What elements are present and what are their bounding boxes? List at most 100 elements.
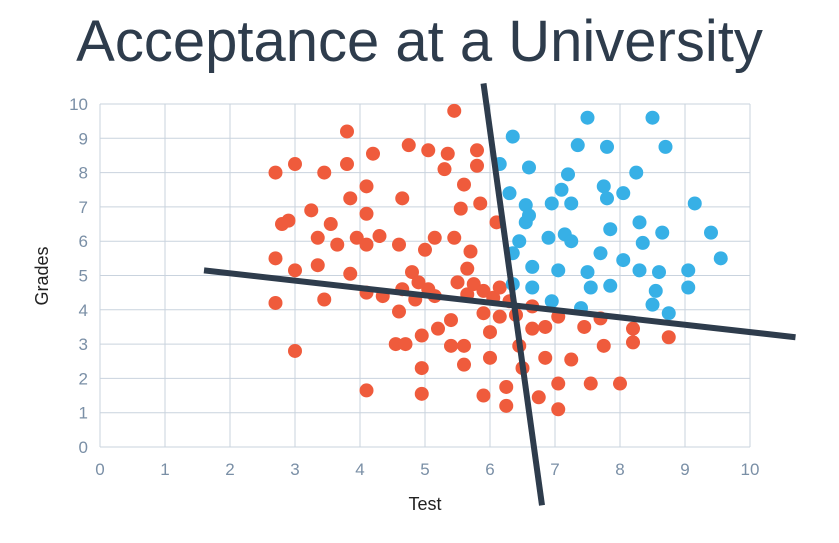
red-data-point [596, 338, 611, 353]
blue-data-point [687, 196, 702, 211]
blue-data-point [603, 278, 618, 293]
red-data-point [613, 376, 627, 391]
red-data-point [492, 309, 507, 324]
red-data-point [437, 162, 452, 177]
red-data-point [460, 261, 475, 276]
x-tick-label: 7 [550, 460, 559, 479]
red-data-point [499, 379, 514, 394]
red-data-point [457, 357, 471, 372]
blue-data-point [541, 230, 556, 245]
red-data-point [538, 319, 553, 334]
red-data-point [483, 325, 497, 340]
red-data-point [450, 275, 465, 290]
red-data-point [414, 361, 429, 376]
blue-data-point [635, 235, 650, 250]
red-data-point [268, 295, 283, 310]
red-data-point [359, 237, 374, 252]
red-data-point [268, 165, 283, 180]
red-data-point [583, 376, 598, 391]
blue-data-point [645, 297, 660, 312]
boundary-line-1 [203, 267, 796, 341]
red-data-point [411, 275, 426, 290]
blue-data-point [655, 225, 670, 240]
red-data-point [551, 376, 566, 391]
blue-data-point [522, 160, 536, 175]
x-tick-label: 10 [741, 460, 760, 479]
red-data-point [427, 230, 442, 245]
x-tick-label: 1 [160, 460, 169, 479]
blue-data-point [632, 215, 647, 230]
red-data-point [330, 237, 345, 252]
blue-data-point [704, 225, 718, 240]
red-data-point [447, 103, 462, 118]
y-tick-label: 0 [79, 438, 88, 457]
blue-data-point [632, 263, 647, 278]
red-data-point [281, 213, 296, 228]
red-data-point [476, 388, 491, 403]
red-data-point [401, 138, 416, 153]
red-data-point [444, 338, 458, 353]
red-data-point [340, 124, 354, 139]
red-data-point [288, 343, 302, 358]
x-tick-label: 3 [290, 460, 299, 479]
blue-data-point [616, 186, 631, 201]
red-data-point [392, 304, 406, 319]
red-data-point [463, 244, 478, 259]
blue-data-point [681, 280, 696, 295]
blue-data-point [564, 234, 579, 249]
red-data-point [317, 292, 332, 307]
red-data-point [359, 383, 374, 398]
x-tick-label: 8 [615, 460, 624, 479]
red-data-point [492, 280, 507, 295]
blue-data-point [629, 165, 644, 180]
red-data-point [414, 328, 429, 343]
red-data-point [440, 146, 455, 161]
boundary-lines [203, 83, 796, 506]
red-data-point [466, 277, 481, 292]
boundary-line-2 [480, 83, 545, 506]
blue-data-point [713, 251, 728, 266]
y-tick-label: 4 [79, 301, 88, 320]
y-axis-title: Grades [32, 246, 52, 305]
x-tick-label: 4 [355, 460, 364, 479]
red-data-point [661, 330, 676, 345]
red-data-point [626, 321, 640, 336]
blue-data-point [505, 129, 520, 144]
red-data-point [343, 191, 358, 206]
red-data-point [551, 402, 566, 417]
red-data-point [457, 177, 471, 192]
red-data-point [444, 313, 458, 328]
red-data-point [317, 165, 332, 180]
blue-data-point [525, 280, 540, 295]
blue-data-point [596, 179, 611, 194]
red-data-point [398, 337, 413, 352]
blue-data-point [616, 253, 631, 268]
x-tick-label: 9 [680, 460, 689, 479]
x-axis-title: Test [408, 494, 441, 514]
x-tick-label: 0 [95, 460, 104, 479]
red-data-point [421, 143, 436, 158]
blue-data-point [512, 234, 527, 249]
blue-data-point [661, 306, 676, 321]
blue-data-point [564, 196, 579, 211]
red-data-point [531, 390, 546, 405]
red-data-point [564, 352, 579, 367]
red-data-point [483, 350, 497, 365]
blue-data-point [522, 208, 536, 223]
y-tick-label: 8 [79, 164, 88, 183]
red-data-point [340, 157, 354, 172]
red-data-point [268, 251, 283, 266]
red-data-point [470, 158, 484, 173]
y-tick-label: 5 [79, 267, 88, 286]
red-data-point [310, 258, 325, 273]
red-data-point [447, 230, 462, 245]
red-data-point [499, 398, 514, 413]
red-data-point [359, 206, 374, 221]
blue-data-point [544, 294, 559, 309]
blue-data-point [551, 263, 566, 278]
y-tick-label: 2 [79, 369, 88, 388]
red-data-point [392, 237, 406, 252]
red-data-point [343, 266, 358, 281]
x-tick-labels: 0 1 2 3 4 5 6 7 8 9 10 [95, 460, 759, 479]
